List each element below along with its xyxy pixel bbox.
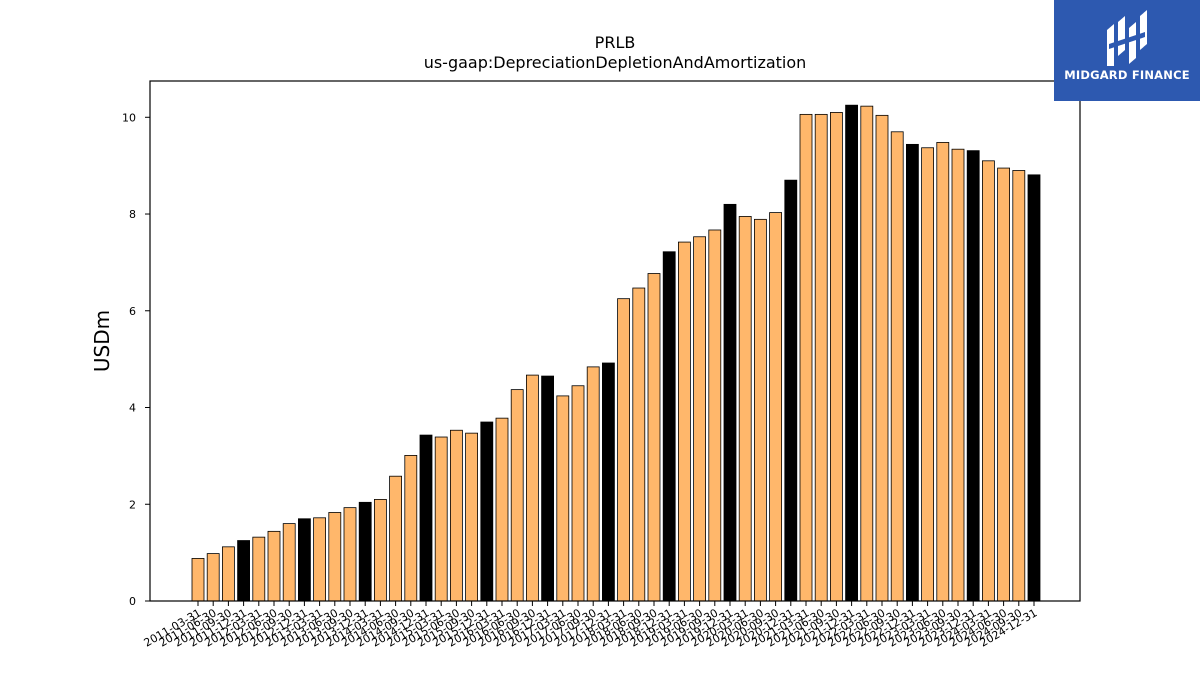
- bar-2012-09-30: [282, 523, 296, 602]
- bar-2022-06-30: [875, 114, 889, 602]
- brand-logo: MIDGARD FINANCE: [1054, 0, 1200, 101]
- chart-subtitle: us-gaap:DepreciationDepletionAndAmortiza…: [424, 53, 807, 72]
- bar-2019-03-31: [678, 241, 691, 602]
- bar-series: [191, 104, 1041, 602]
- bar-2021-03-31: [799, 113, 813, 602]
- brand-name: MIDGARD FINANCE: [1064, 68, 1190, 82]
- bar-2020-09-30: [769, 212, 782, 602]
- bar-2012-06-30: [267, 530, 281, 602]
- y-axis-ticks: 0 2 4 6 8 10: [122, 111, 150, 608]
- y-axis-label: USDm: [90, 310, 114, 372]
- bar-2015-09-30: [465, 432, 479, 602]
- bar-2023-12-31: [966, 150, 980, 602]
- bar-2021-09-30: [830, 112, 843, 602]
- y-tick-label: 4: [129, 402, 136, 415]
- bar-2018-03-31: [617, 298, 630, 602]
- bar-2017-06-30: [571, 385, 585, 602]
- bar-2011-03-31: [191, 558, 205, 602]
- bar-2016-12-31: [541, 375, 554, 602]
- bar-2022-09-30: [890, 131, 904, 602]
- y-tick-label: 8: [129, 208, 136, 221]
- bar-2024-09-30: [1012, 170, 1026, 602]
- y-tick-label: 0: [129, 595, 136, 608]
- bar-2024-06-30: [997, 167, 1010, 602]
- bar-2023-06-30: [936, 142, 950, 602]
- bar-2023-09-30: [951, 148, 965, 602]
- bar-2011-06-30: [206, 553, 220, 602]
- bar-2020-06-30: [754, 218, 767, 602]
- bar-2022-03-31: [860, 105, 874, 602]
- bar-2016-03-31: [495, 417, 509, 602]
- bar-2024-12-31: [1027, 174, 1041, 602]
- bar-2020-03-31: [738, 216, 752, 602]
- bar-2014-09-30: [404, 454, 418, 602]
- bar-2015-12-31: [480, 421, 494, 602]
- bar-2015-03-31: [434, 436, 448, 602]
- bar-2018-12-31: [662, 251, 676, 602]
- x-axis-ticks: 2011-03-312011-06-302011-09-302011-12-31…: [142, 601, 1040, 650]
- y-tick-label: 10: [122, 111, 136, 124]
- bar-2019-12-31: [723, 203, 737, 602]
- bar-2012-12-31: [297, 518, 311, 602]
- bar-2019-09-30: [708, 229, 722, 602]
- chart-title: PRLB: [595, 33, 636, 52]
- bar-2021-06-30: [814, 113, 828, 602]
- y-tick-label: 6: [129, 305, 136, 318]
- bar-2017-12-31: [602, 362, 615, 602]
- bar-2022-12-31: [906, 143, 919, 602]
- plot-frame: [149, 80, 1081, 602]
- bar-2013-09-30: [343, 507, 357, 602]
- y-tick-label: 2: [129, 498, 136, 511]
- midgard-logo-icon: [1107, 10, 1147, 66]
- bar-2014-06-30: [389, 475, 403, 602]
- bar-2017-03-31: [556, 395, 570, 602]
- bar-2012-03-31: [252, 536, 266, 602]
- bar-2011-12-31: [237, 540, 251, 602]
- bar-2015-06-30: [449, 429, 463, 602]
- bar-2014-12-31: [419, 434, 433, 602]
- bar-2013-06-30: [328, 512, 342, 602]
- bar-2021-12-31: [845, 104, 858, 602]
- bar-2018-09-30: [647, 273, 661, 602]
- bar-2024-03-31: [982, 160, 995, 602]
- bar-2013-03-31: [313, 517, 327, 602]
- bar-2020-12-31: [784, 179, 798, 602]
- bar-2018-06-30: [632, 287, 646, 602]
- bar-2016-09-30: [526, 374, 539, 602]
- bar-2011-09-30: [221, 546, 235, 602]
- bar-2016-06-30: [510, 389, 524, 602]
- bar-2014-03-31: [373, 499, 387, 602]
- bar-2023-03-31: [921, 147, 934, 602]
- bar-2019-06-30: [693, 236, 706, 602]
- bar-2013-12-31: [358, 501, 372, 602]
- bar-2017-09-30: [586, 366, 600, 602]
